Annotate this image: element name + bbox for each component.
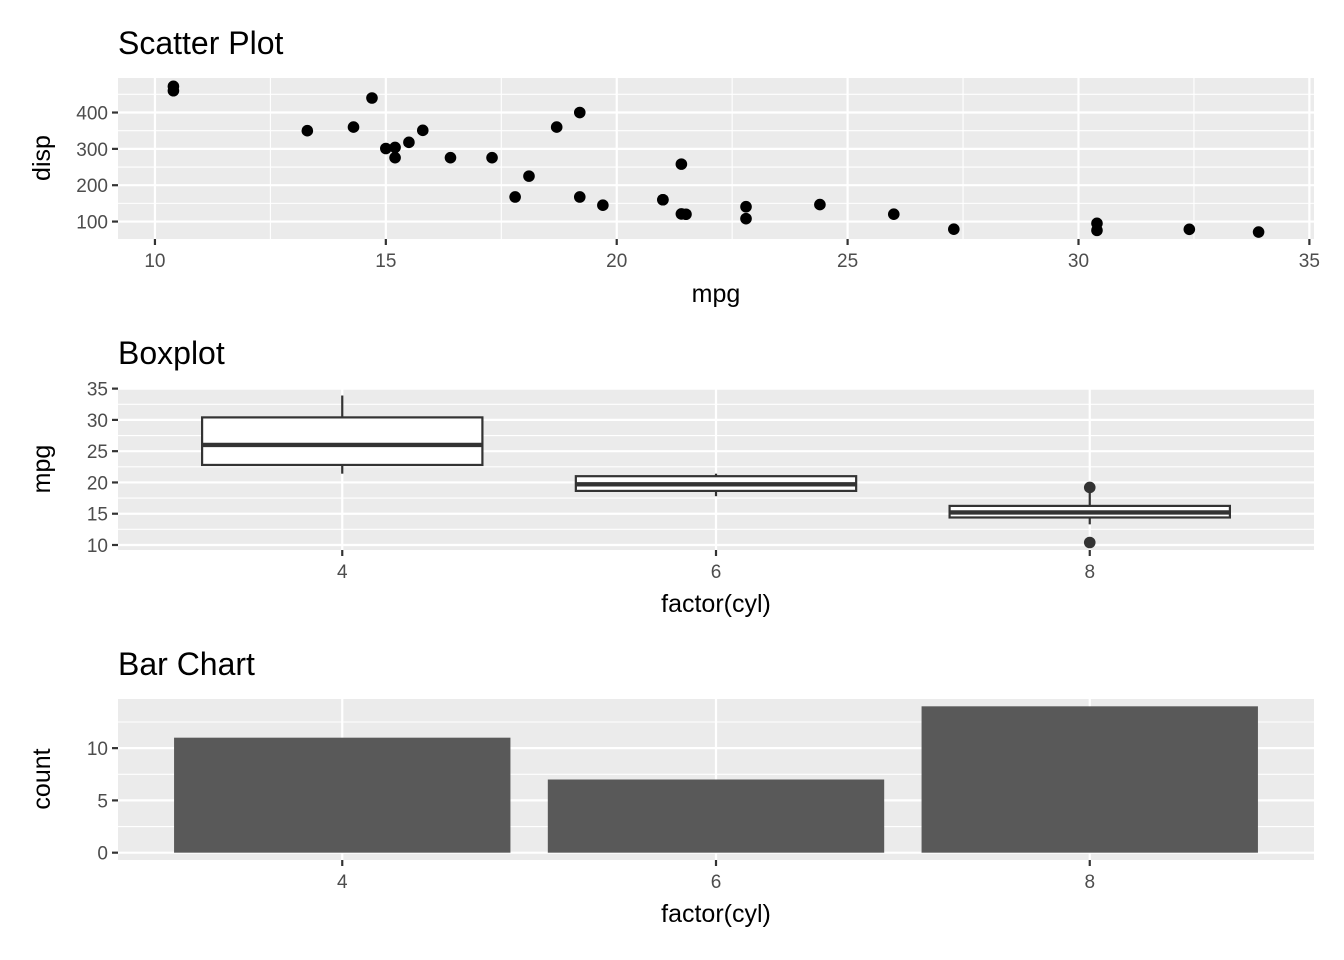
scatter-x-tick-label: 35 — [1299, 251, 1320, 272]
boxplot-x-axis: 4 6 8 — [337, 550, 1095, 583]
scatter-point — [657, 193, 669, 206]
bar-chart-y-tick-label: 10 — [87, 739, 108, 760]
scatter-point — [573, 106, 586, 119]
bar-chart-bar — [547, 779, 885, 853]
bar-chart: Bar Chart 4 6 8 0 5 10 factor(cyl) count — [28, 646, 1314, 928]
scatter-y-tick-label: 100 — [76, 213, 108, 234]
scatter-point — [550, 121, 563, 133]
scatter-point — [403, 136, 415, 149]
scatter-x-tick-label: 20 — [606, 251, 627, 272]
scatter-y-tick-label: 300 — [76, 140, 108, 161]
bar-chart-x-tick-label: 6 — [711, 872, 722, 893]
scatter-point — [380, 142, 392, 155]
scatter-gridlines — [118, 78, 1314, 239]
scatter-title: Scatter Plot — [118, 25, 284, 61]
scatter-y-axis: 100 200 300 400 — [76, 104, 118, 234]
scatter-x-tick-label: 10 — [144, 251, 165, 272]
scatter-x-tick-label: 25 — [837, 251, 858, 272]
boxplot-y-tick-label: 10 — [87, 536, 108, 557]
scatter-point — [389, 151, 401, 164]
scatter-point — [301, 124, 314, 137]
scatter-x-axis: 10 15 20 25 30 35 — [144, 239, 1320, 272]
boxplot-y-tick-label: 20 — [87, 473, 108, 494]
scatter-point — [366, 92, 378, 104]
scatter-point — [416, 124, 429, 137]
bar-chart-y-axis: 0 5 10 — [87, 739, 118, 865]
scatter-point — [675, 158, 688, 170]
boxplot-outlier — [1083, 536, 1096, 549]
bar-chart-bar — [174, 737, 511, 853]
boxplot-title: Boxplot — [118, 335, 225, 371]
bar-chart-x-tick-label: 4 — [337, 872, 348, 893]
bar-chart-x-axis: 4 6 8 — [337, 860, 1095, 893]
boxplot-box — [200, 416, 484, 467]
bar-chart-title: Bar Chart — [118, 646, 255, 682]
scatter-point — [740, 212, 752, 225]
scatter-x-tick-label: 15 — [375, 251, 396, 272]
bar-chart-bar — [921, 706, 1258, 853]
scatter-panel-background — [118, 78, 1314, 239]
boxplot-y-tick-label: 30 — [87, 411, 108, 432]
boxplot-x-tick-label: 4 — [337, 562, 348, 583]
scatter-point — [1252, 226, 1265, 238]
boxplot-y-tick-label: 35 — [87, 380, 108, 401]
bar-chart-y-tick-label: 0 — [97, 844, 108, 865]
scatter-point — [1091, 217, 1103, 230]
boxplot: Boxplot 4 6 8 10 15 20 25 30 35 factor(cyl) mpg — [28, 335, 1314, 618]
scatter-point — [597, 199, 609, 212]
scatter-x-axis-label: mpg — [692, 280, 741, 308]
scatter-point — [573, 191, 586, 203]
scatter-x-tick-label: 30 — [1068, 251, 1089, 272]
bar-chart-y-tick-label: 5 — [97, 791, 108, 812]
scatter-plot: Scatter Plot 10 15 20 25 30 35 100 200 300 400 m… — [28, 25, 1320, 308]
scatter-point — [167, 84, 180, 97]
scatter-y-tick-label: 400 — [76, 104, 108, 125]
scatter-y-tick-label: 200 — [76, 176, 108, 197]
scatter-point — [675, 208, 688, 220]
scatter-point — [948, 223, 960, 235]
scatter-point — [523, 170, 535, 182]
scatter-y-axis-label: disp — [28, 135, 56, 181]
boxplot-y-tick-label: 15 — [87, 505, 108, 526]
boxplot-y-tick-label: 25 — [87, 442, 108, 463]
bar-chart-y-axis-label: count — [28, 748, 56, 809]
scatter-points — [167, 80, 1265, 238]
boxplot-x-tick-label: 6 — [711, 562, 722, 583]
boxplot-boxes — [200, 395, 1232, 549]
boxplot-x-axis-label: factor(cyl) — [661, 590, 771, 618]
scatter-point — [389, 141, 401, 154]
scatter-point — [486, 151, 498, 164]
boxplot-y-axis: 10 15 20 25 30 35 — [87, 380, 118, 557]
scatter-point — [444, 151, 457, 164]
scatter-point — [740, 200, 752, 213]
bar-chart-x-axis-label: factor(cyl) — [661, 900, 771, 928]
scatter-point — [509, 191, 521, 203]
boxplot-x-tick-label: 8 — [1084, 562, 1095, 583]
bar-chart-bars — [174, 706, 1258, 853]
scatter-point — [347, 121, 360, 133]
boxplot-outlier — [1083, 481, 1096, 494]
bar-chart-x-tick-label: 8 — [1084, 872, 1095, 893]
scatter-point — [814, 198, 826, 211]
scatter-point — [887, 208, 900, 220]
boxplot-y-axis-label: mpg — [28, 445, 56, 494]
scatter-point — [1183, 223, 1196, 236]
